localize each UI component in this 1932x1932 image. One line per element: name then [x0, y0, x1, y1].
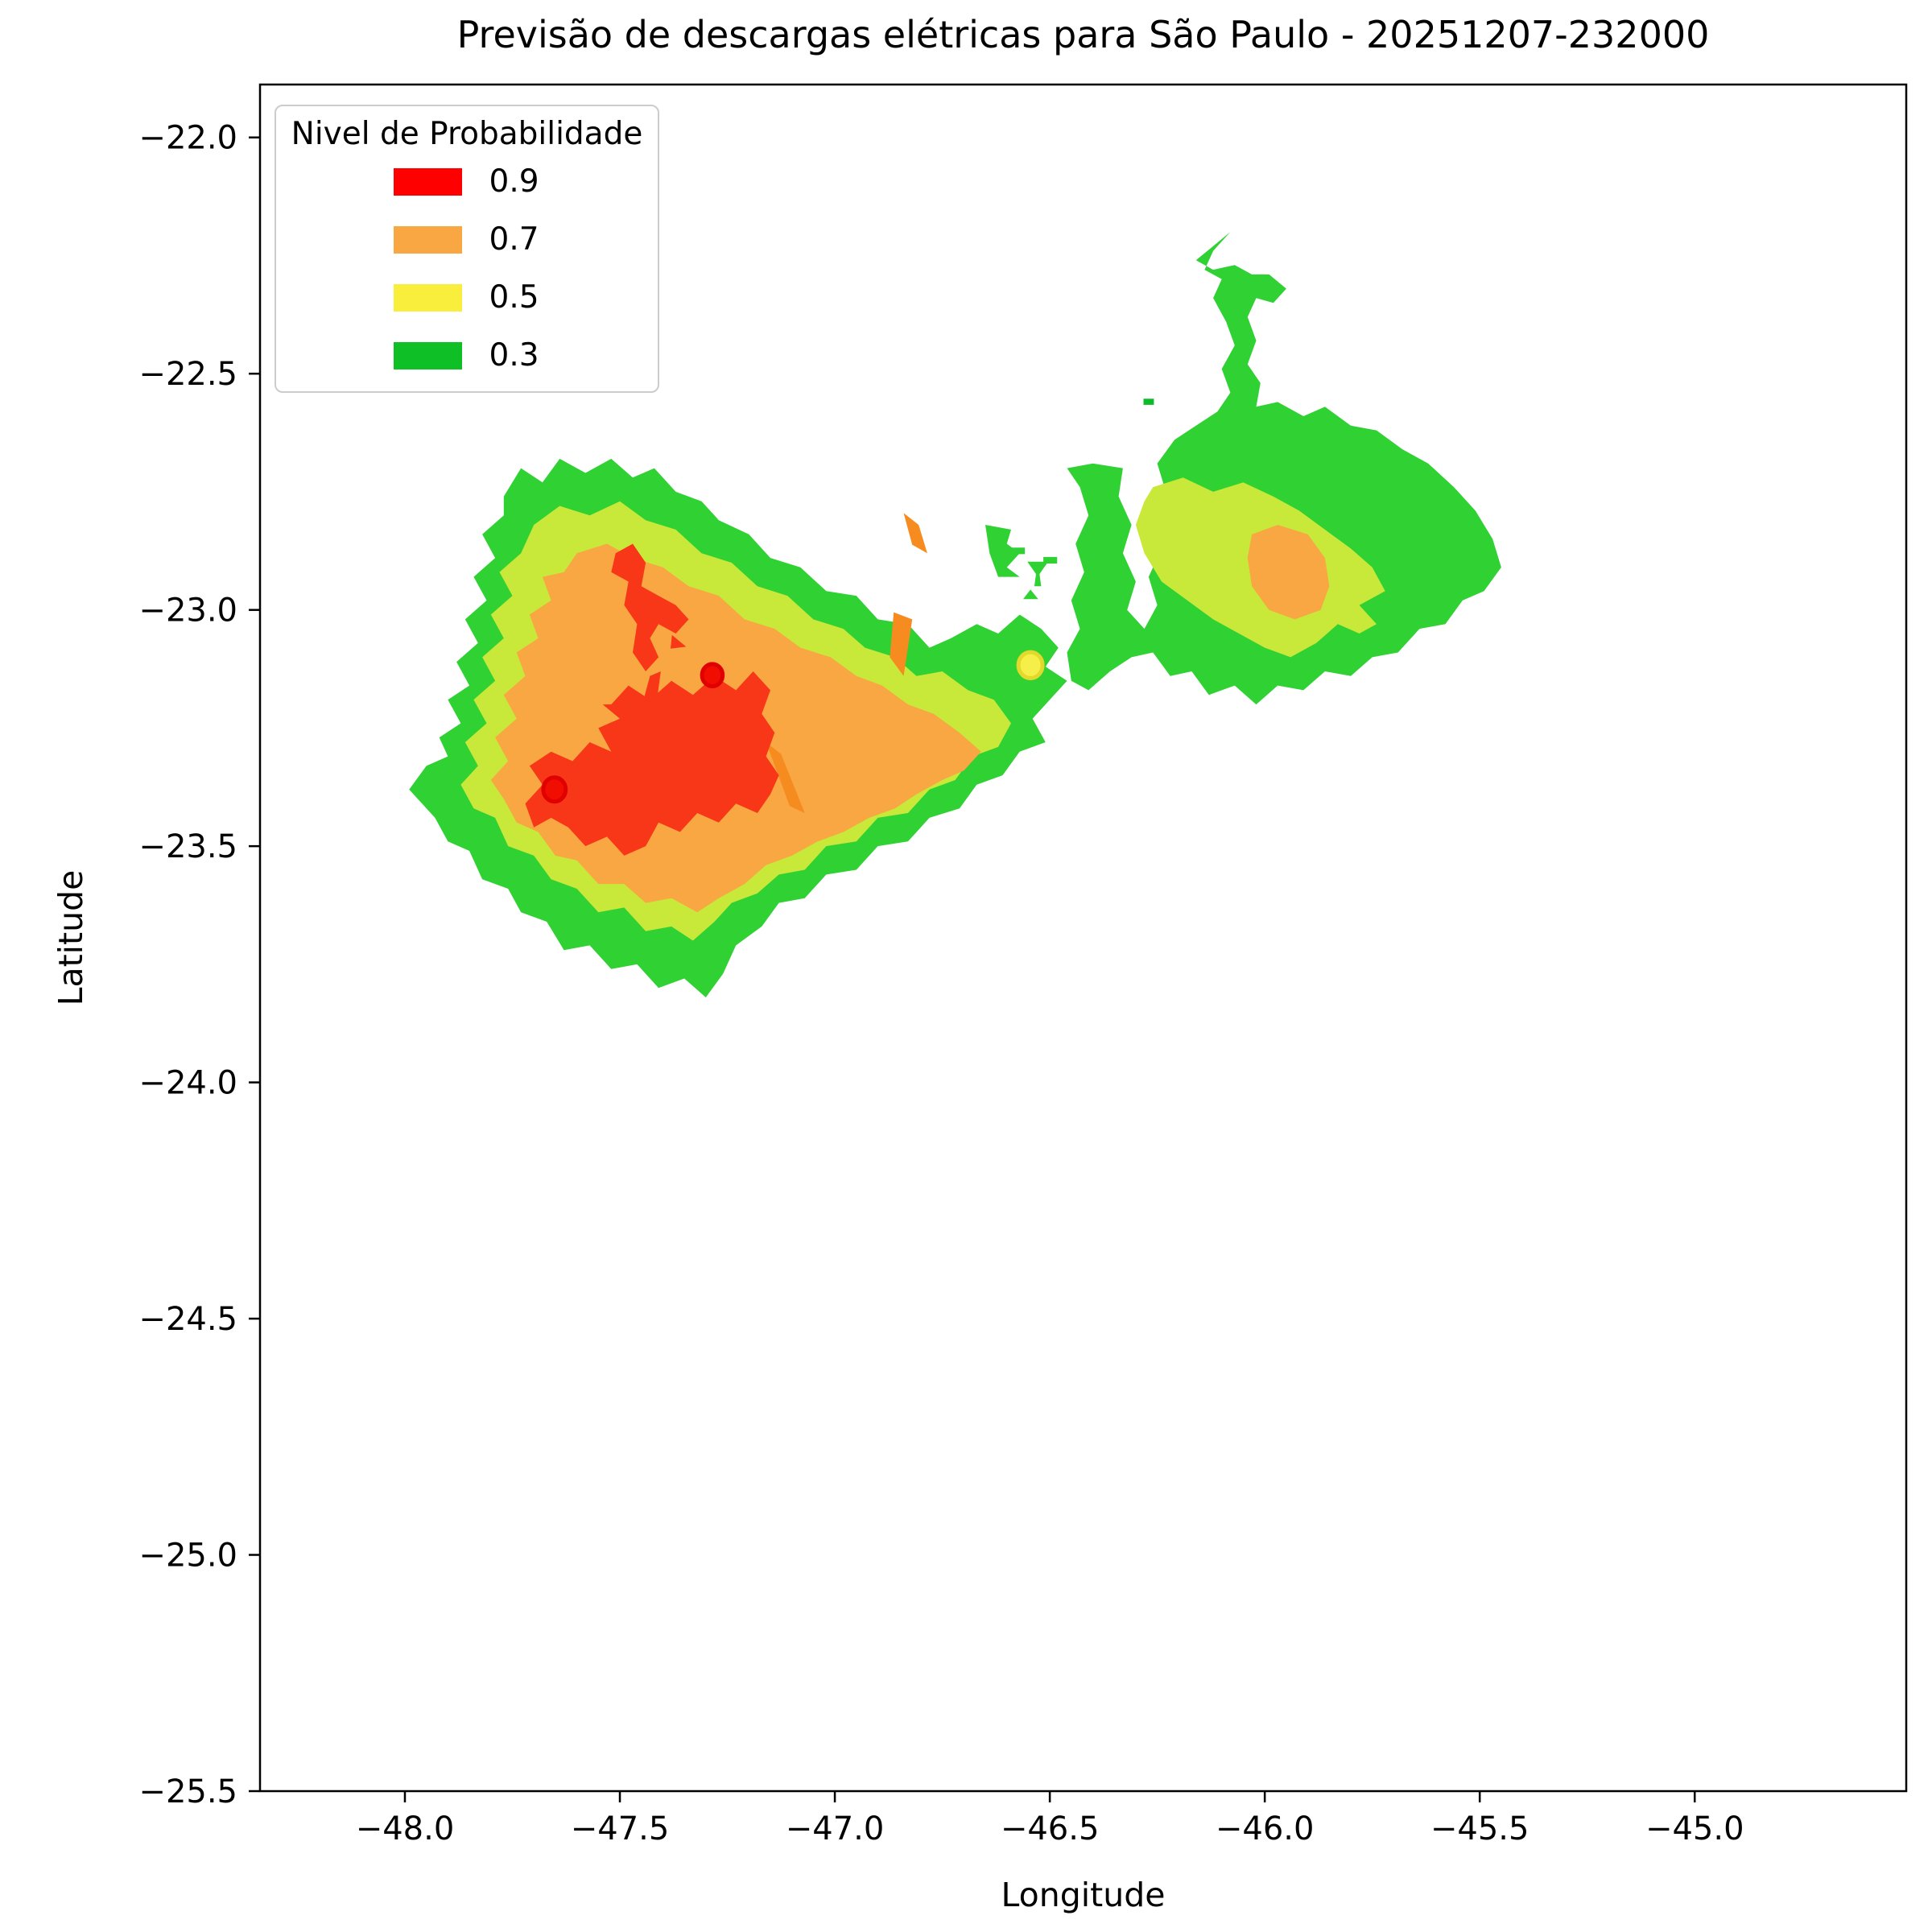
x-tick-label: −46.0	[1216, 1810, 1315, 1847]
x-tick-label: −47.5	[571, 1810, 670, 1847]
p90-contour-core-b	[700, 662, 725, 689]
y-tick-label: −25.5	[138, 1773, 237, 1810]
y-tick-label: −22.0	[138, 120, 237, 157]
x-tick-label: −45.0	[1645, 1810, 1744, 1847]
west-storm-p90-upper	[611, 543, 689, 671]
mid-speck-p30-d	[1027, 561, 1048, 587]
p90-contour-core-a	[541, 775, 568, 804]
p70-contour-streak-a	[890, 612, 913, 676]
legend-row: 0.9	[276, 163, 658, 200]
y-axis-label: Latitude	[52, 869, 90, 1006]
p70-contour-streak-c	[903, 513, 927, 554]
legend-label: 0.5	[489, 279, 539, 316]
y-tick-label: −23.5	[138, 828, 237, 865]
axes-frame	[258, 83, 1908, 1793]
legend: Nivel de Probabilidade 0.9 0.7 0.5 0.3	[275, 105, 659, 393]
x-axis-label: Longitude	[1001, 1876, 1166, 1914]
legend-row: 0.7	[276, 221, 658, 258]
x-tick-label: −47.0	[786, 1810, 885, 1847]
p30-contour-line-speck	[1143, 398, 1154, 405]
east-storm-p70	[1247, 525, 1330, 620]
y-tick-label: −23.0	[138, 592, 237, 630]
legend-label: 0.3	[489, 337, 539, 374]
west-storm-p90-main	[525, 671, 779, 856]
legend-row: 0.3	[276, 337, 658, 374]
legend-label: 0.7	[489, 221, 539, 258]
x-tick-label: −46.5	[1001, 1810, 1100, 1847]
legend-row: 0.5	[276, 279, 658, 316]
y-tick-label: −22.5	[138, 356, 237, 393]
p70-contour-streak-b	[766, 742, 805, 813]
legend-rows: 0.9 0.7 0.5 0.3	[276, 163, 658, 374]
west-storm-p90-triangle	[671, 634, 687, 649]
chart-title: Previsão de descargas elétricas para São…	[456, 13, 1710, 56]
x-tick-label: −45.5	[1430, 1810, 1530, 1847]
p50-contour-core	[1016, 650, 1045, 680]
y-tick-label: −25.0	[138, 1538, 237, 1575]
legend-swatch-0.9	[393, 167, 462, 196]
mid-speck-p30-e	[1023, 589, 1038, 600]
west-storm-p90-sliver	[643, 671, 661, 705]
legend-title: Nivel de Probabilidade	[291, 116, 643, 152]
legend-swatch-0.7	[393, 225, 462, 254]
mid-speck-p30-b	[1010, 547, 1026, 555]
legend-swatch-0.3	[393, 341, 462, 369]
legend-swatch-0.5	[393, 283, 462, 312]
legend-label: 0.9	[489, 163, 539, 200]
y-tick-label: −24.0	[138, 1065, 237, 1102]
x-tick-label: −48.0	[356, 1810, 455, 1847]
y-tick-label: −24.5	[138, 1301, 237, 1338]
mid-speck-p30-a	[985, 525, 1020, 577]
